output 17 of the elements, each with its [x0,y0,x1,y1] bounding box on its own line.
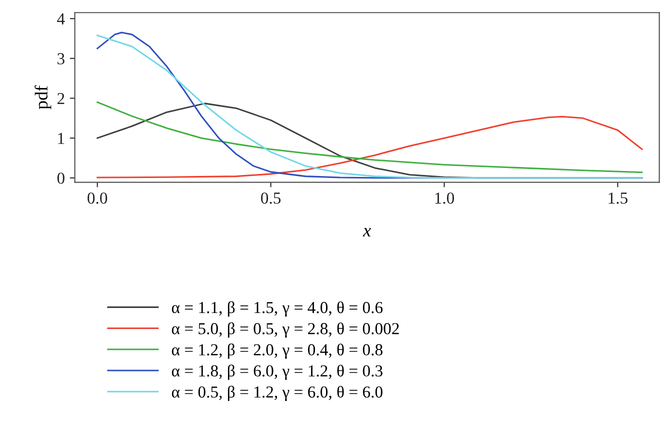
y-tick-label: 4 [57,13,65,24]
legend-label: α = 1.2, β = 2.0, γ = 0.4, θ = 0.8 [172,344,382,359]
y-tick-label: 2 [57,93,64,104]
line-series [96,116,643,178]
x-tick-label: 0.5 [261,192,281,204]
y-axis-title: pdf [34,85,52,110]
legend-label: α = 1.8, β = 6.0, γ = 1.2, θ = 0.3 [172,364,382,380]
legend-label: α = 1.1, β = 1.5, γ = 4.0, θ = 0.6 [172,301,383,317]
y-tick-label: 1 [58,132,64,144]
legend-label: α = 5.0, β = 0.5, γ = 2.8, θ = 0.002 [172,322,399,338]
y-tick-label: 3 [58,53,64,64]
x-tick-label: 1.5 [608,192,628,204]
legend-label: α = 0.5, β = 1.2, γ = 6.0, θ = 6.0 [172,386,382,402]
x-tick-label: 1.0 [435,192,454,204]
x-tick-label: 0.0 [88,192,108,204]
y-tick-label: 0 [57,172,64,184]
x-axis-title: x [362,228,371,236]
